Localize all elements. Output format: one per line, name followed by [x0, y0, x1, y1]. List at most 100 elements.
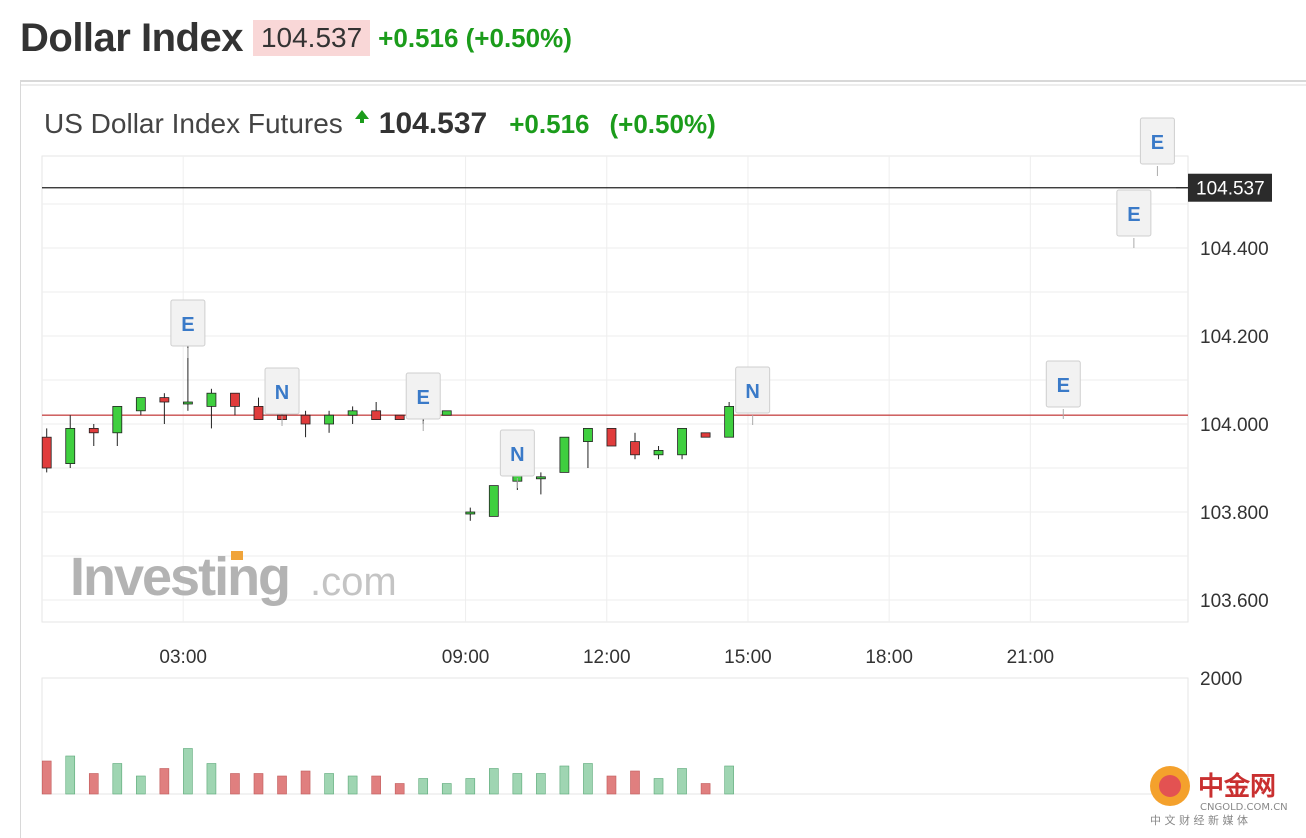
candle[interactable]	[324, 410, 334, 433]
candle-body-up[interactable]	[135, 397, 146, 412]
page-header: Dollar Index 104.537 +0.516 (+0.50%)	[20, 14, 572, 62]
volume-bar	[630, 770, 640, 795]
event-marker-box[interactable]	[264, 367, 300, 415]
volume-bar	[206, 763, 217, 795]
candle[interactable]	[112, 405, 123, 446]
candle[interactable]	[394, 414, 405, 421]
event-marker-box[interactable]	[1116, 189, 1152, 237]
volume-bar	[88, 773, 99, 795]
event-marker[interactable]: N	[499, 429, 535, 488]
event-marker[interactable]: E	[170, 299, 206, 358]
candle[interactable]	[606, 427, 617, 447]
candle-body-down[interactable]	[230, 392, 240, 407]
event-marker[interactable]: E	[1139, 117, 1175, 176]
candle-body-up[interactable]	[488, 485, 499, 517]
candle[interactable]	[135, 397, 146, 416]
candle-body-up[interactable]	[465, 511, 476, 515]
volume-bar	[230, 773, 240, 795]
candle-body-down[interactable]	[41, 436, 52, 469]
candle-body-up[interactable]	[559, 436, 570, 473]
candle[interactable]	[41, 428, 52, 473]
volume-bar	[489, 768, 499, 795]
candle-body-up[interactable]	[112, 405, 123, 434]
candle-body-up[interactable]	[583, 427, 593, 442]
candle[interactable]	[230, 392, 240, 416]
time-axis-label: 09:00	[442, 647, 490, 668]
watermark-flag-icon	[231, 551, 243, 560]
event-marker-box[interactable]	[1139, 117, 1175, 165]
chart-panel	[20, 80, 1306, 838]
event-marker-letter: E	[417, 387, 430, 409]
candle-body-down[interactable]	[371, 410, 382, 420]
event-marker-box[interactable]	[405, 372, 441, 420]
cngold-logo-name: 中金网	[1198, 771, 1276, 802]
event-marker[interactable]: E	[405, 372, 441, 431]
event-marker-letter: E	[181, 314, 194, 336]
candle[interactable]	[583, 427, 593, 468]
candle[interactable]	[559, 436, 570, 473]
volume-bar	[394, 783, 405, 795]
event-marker-box[interactable]	[735, 366, 771, 414]
event-markers[interactable]: E N E N N E E E	[170, 117, 1175, 488]
cngold-logo-tagline: 中 文 财 经 新 媒 体	[1150, 813, 1248, 827]
candle[interactable]	[65, 415, 76, 468]
volume-bar	[724, 765, 734, 795]
candle-body-up[interactable]	[65, 427, 76, 464]
candle[interactable]	[724, 402, 735, 438]
event-marker[interactable]: N	[264, 367, 300, 426]
candle-body-up[interactable]	[324, 414, 334, 425]
candle[interactable]	[700, 432, 711, 438]
candle-body-up[interactable]	[182, 401, 193, 405]
candle[interactable]	[488, 485, 499, 517]
candle-body-up[interactable]	[347, 410, 358, 416]
candle[interactable]	[300, 410, 311, 438]
candles[interactable]	[41, 344, 735, 521]
event-marker-box[interactable]	[499, 429, 535, 477]
candle[interactable]	[88, 424, 99, 446]
current-price-tag	[1188, 173, 1272, 202]
event-marker[interactable]: E	[1045, 360, 1081, 419]
candle[interactable]	[206, 388, 217, 429]
candle-body-up[interactable]	[535, 476, 546, 480]
volume-bar	[277, 775, 287, 795]
candle-body-up[interactable]	[653, 449, 664, 456]
volume-bar	[653, 778, 664, 795]
candle-body-up[interactable]	[677, 427, 687, 456]
candle-body-down[interactable]	[606, 427, 617, 447]
candle-body-down[interactable]	[300, 414, 311, 425]
watermark-suffix: .com	[310, 560, 397, 604]
price-axis-label: 103.600	[1200, 591, 1269, 612]
candle[interactable]	[159, 393, 170, 424]
candle-body-down[interactable]	[159, 397, 170, 403]
event-marker-box[interactable]	[1045, 360, 1081, 408]
candle-body-up[interactable]	[206, 392, 217, 407]
event-marker[interactable]: N	[735, 366, 771, 425]
candle[interactable]	[347, 406, 358, 424]
candle-body-up[interactable]	[724, 405, 735, 438]
event-marker-box[interactable]	[170, 299, 206, 347]
candle[interactable]	[653, 446, 664, 460]
candle-body-down[interactable]	[88, 427, 99, 434]
candle[interactable]	[465, 507, 476, 521]
candle-body-down[interactable]	[394, 414, 405, 421]
volume-bar	[41, 760, 52, 795]
candle[interactable]	[677, 427, 687, 460]
candle-body-down[interactable]	[630, 441, 640, 456]
volume-bar	[465, 778, 476, 795]
cngold-logo[interactable]: 中金网 CNGOLD.COM.CN 中 文 财 经 新 媒 体	[1150, 766, 1288, 827]
price-axis-label: 103.800	[1200, 503, 1269, 524]
volume-bar	[559, 765, 570, 795]
candle[interactable]	[535, 472, 546, 495]
candle[interactable]	[630, 432, 640, 460]
candle-body-down[interactable]	[700, 432, 711, 438]
event-marker[interactable]: E	[1116, 189, 1152, 248]
candle-body-down[interactable]	[253, 405, 264, 420]
candle[interactable]	[441, 410, 452, 416]
candle[interactable]	[371, 402, 382, 420]
plot-border	[41, 155, 1189, 623]
price-change: +0.516 (+0.50%)	[378, 22, 572, 53]
candle-body-up[interactable]	[441, 410, 452, 416]
volume-bar	[112, 763, 123, 795]
candle[interactable]	[253, 397, 264, 420]
